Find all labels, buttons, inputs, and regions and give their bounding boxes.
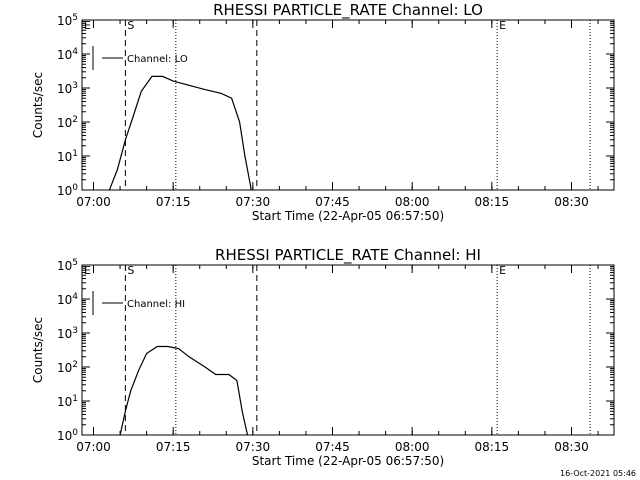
legend-label: Channel: LO xyxy=(127,54,188,65)
y-tick-label: 101 xyxy=(57,394,78,409)
y-tick-label: 101 xyxy=(57,149,78,164)
plot-frame xyxy=(81,264,615,436)
y-tick-label: 105 xyxy=(57,258,78,273)
x-tick-label: 08:30 xyxy=(554,440,589,454)
x-tick-label: 07:00 xyxy=(76,195,111,209)
x-tick-label: 08:15 xyxy=(475,440,510,454)
x-tick-label: 07:45 xyxy=(315,440,350,454)
time-marker-label: E xyxy=(499,19,506,32)
chart-title: RHESSI PARTICLE_RATE Channel: HI xyxy=(215,246,481,265)
x-tick-label: 08:00 xyxy=(395,440,430,454)
time-marker-label: E xyxy=(499,264,506,277)
y-tick-label: 103 xyxy=(57,81,78,96)
footer-timestamp: 16-Oct-2021 05:46 xyxy=(560,469,636,478)
chart-panel-lo: RHESSI PARTICLE_RATE Channel: LO 100 101 10… xyxy=(31,1,615,223)
y-tick-label: 104 xyxy=(57,47,78,62)
x-tick-label: 08:15 xyxy=(475,195,510,209)
x-tick-label: 07:45 xyxy=(315,195,350,209)
plot-frame xyxy=(81,19,615,191)
y-axis-label: Counts/sec xyxy=(31,72,45,138)
time-marker-label: E xyxy=(84,19,91,32)
y-tick-label: 100 xyxy=(57,183,78,198)
y-tick-label: 102 xyxy=(57,115,78,130)
x-tick-label: 07:15 xyxy=(156,440,191,454)
x-tick-label: 08:30 xyxy=(554,195,589,209)
legend-label: Channel: HI xyxy=(127,299,185,310)
y-axis-label: Counts/sec xyxy=(31,317,45,383)
chart-title: RHESSI PARTICLE_RATE Channel: LO xyxy=(213,1,483,20)
time-marker-label: E xyxy=(84,264,91,277)
time-marker-label: S xyxy=(127,19,134,32)
x-tick-label: 08:00 xyxy=(395,195,430,209)
time-marker-label: S xyxy=(127,264,134,277)
y-tick-label: 100 xyxy=(57,428,78,443)
y-tick-label: 104 xyxy=(57,292,78,307)
x-tick-label: 07:30 xyxy=(236,440,271,454)
x-tick-label: 07:00 xyxy=(76,440,111,454)
data-series-line xyxy=(108,75,252,190)
x-axis-label: Start Time (22-Apr-05 06:57:50) xyxy=(252,209,444,223)
x-axis-label: Start Time (22-Apr-05 06:57:50) xyxy=(252,454,444,468)
x-tick-label: 07:30 xyxy=(236,195,271,209)
y-tick-label: 102 xyxy=(57,360,78,375)
x-tick-label: 07:15 xyxy=(156,195,191,209)
chart-panel-hi: RHESSI PARTICLE_RATE Channel: HI 100 101 10… xyxy=(31,246,615,468)
data-series-line xyxy=(119,345,249,435)
y-tick-label: 105 xyxy=(57,13,78,28)
y-tick-label: 103 xyxy=(57,326,78,341)
